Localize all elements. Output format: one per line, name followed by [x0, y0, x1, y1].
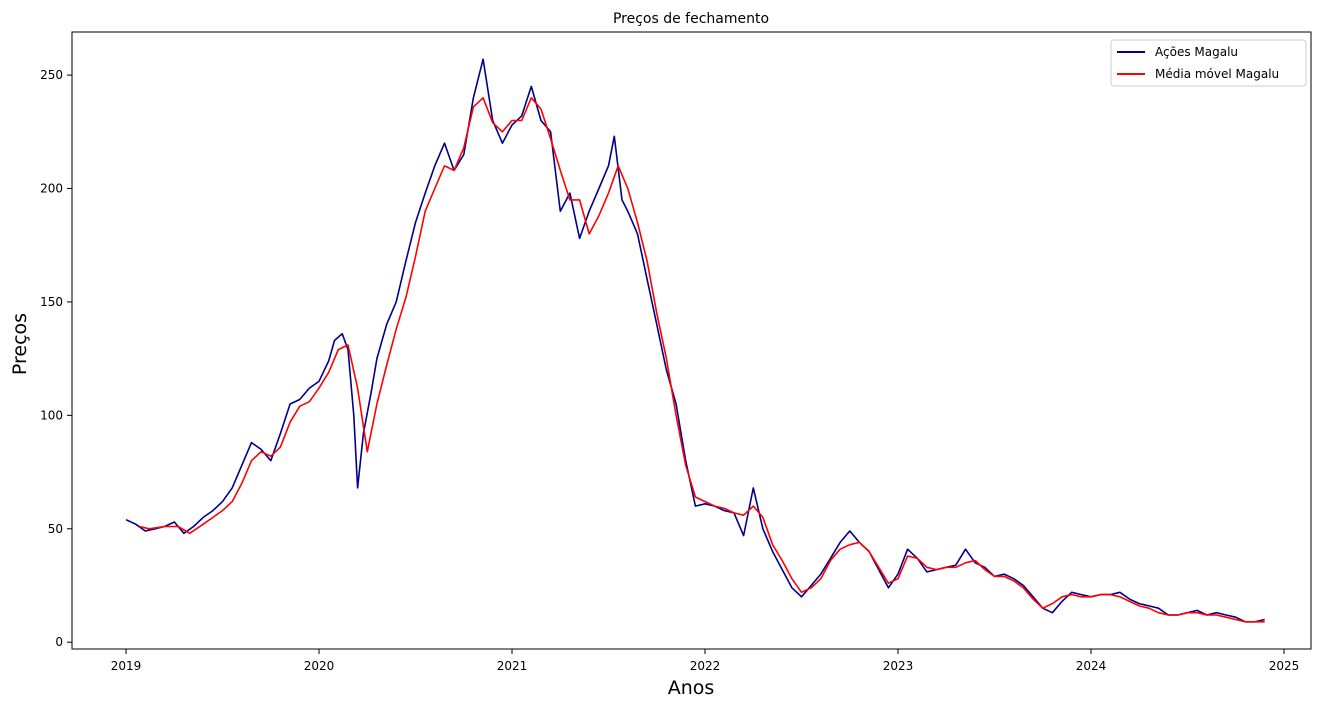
x-tick-label: 2024 — [1076, 659, 1107, 673]
y-tick-label: 200 — [40, 182, 63, 196]
x-tick-label: 2021 — [497, 659, 528, 673]
x-tick-label: 2022 — [690, 659, 721, 673]
plot-area-frame — [71, 31, 1312, 650]
x-axis: 2019 2020 2021 2022 2023 2024 2025 — [111, 649, 1299, 673]
legend-label-media: Média móvel Magalu — [1155, 67, 1279, 81]
x-tick-label: 2020 — [304, 659, 335, 673]
y-axis-label: Preços — [9, 313, 31, 375]
y-tick-label: 100 — [40, 408, 63, 422]
y-axis: 0 50 100 150 200 250 — [40, 68, 72, 649]
x-tick-label: 2023 — [883, 659, 914, 673]
chart-title: Preços de fechamento — [613, 11, 769, 27]
series-layer — [125, 58, 1265, 623]
legend: Ações Magalu Média móvel Magalu — [1110, 39, 1307, 87]
y-tick-label: 250 — [40, 68, 63, 82]
y-tick-label: 150 — [40, 295, 63, 309]
legend-box — [1110, 39, 1307, 87]
y-tick-label: 50 — [48, 522, 63, 536]
x-tick-label: 2025 — [1269, 659, 1300, 673]
series-line-media-movel — [139, 97, 1265, 623]
x-tick-label: 2019 — [111, 659, 142, 673]
x-axis-label: Anos — [668, 677, 715, 699]
legend-label-acoes: Ações Magalu — [1155, 45, 1238, 59]
y-tick-label: 0 — [55, 635, 63, 649]
